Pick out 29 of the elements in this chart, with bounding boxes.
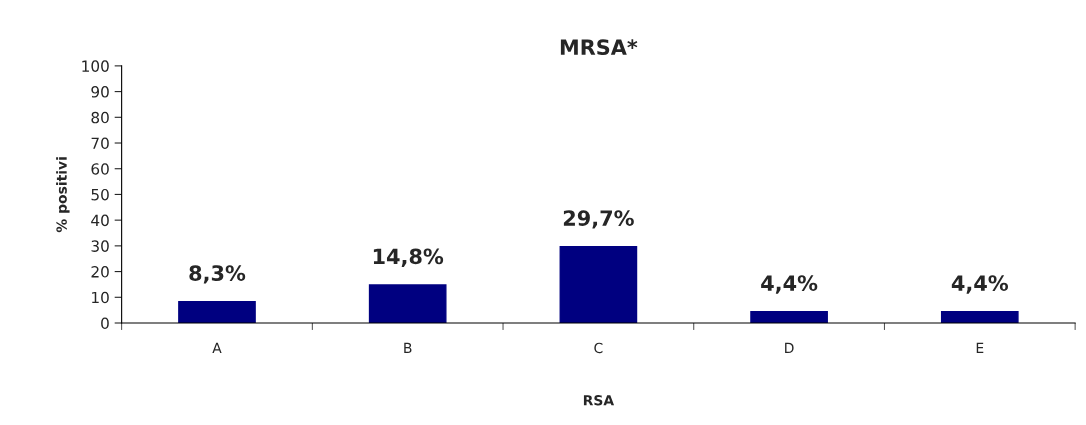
y-tick-label: 70 [91,137,109,150]
y-tick-label: 80 [91,111,109,124]
x-tick-label: D [785,342,794,353]
data-label: 4,4% [761,275,818,294]
bar [940,310,1019,323]
y-tick-label: 50 [91,188,109,201]
x-tick-label: B [404,342,412,353]
chart-title: MRSA* [560,39,638,56]
bar [368,284,447,323]
y-tick-label: 30 [91,240,109,252]
y-tick-label: 20 [91,266,109,278]
bar [750,310,828,323]
x-axis-title: RSA [583,395,615,406]
x-tick-label: A [212,342,222,353]
data-label: 8,3% [189,265,246,284]
x-tick-label: C [594,342,603,354]
bar [559,245,638,323]
y-tick-label: 0 [101,317,109,330]
data-label: 14,8% [373,248,444,267]
y-tick-label: 10 [92,291,109,304]
y-tick-label: 60 [91,163,109,175]
y-tick-label: 40 [91,214,109,227]
x-tick-label: E [976,342,984,353]
bar [178,300,256,323]
y-axis-title: % positivi [56,157,70,233]
y-tick-label: 100 [82,60,109,72]
y-tick-label: 90 [91,86,109,98]
data-label: 4,4% [951,275,1009,294]
data-label: 29,7% [563,210,634,229]
